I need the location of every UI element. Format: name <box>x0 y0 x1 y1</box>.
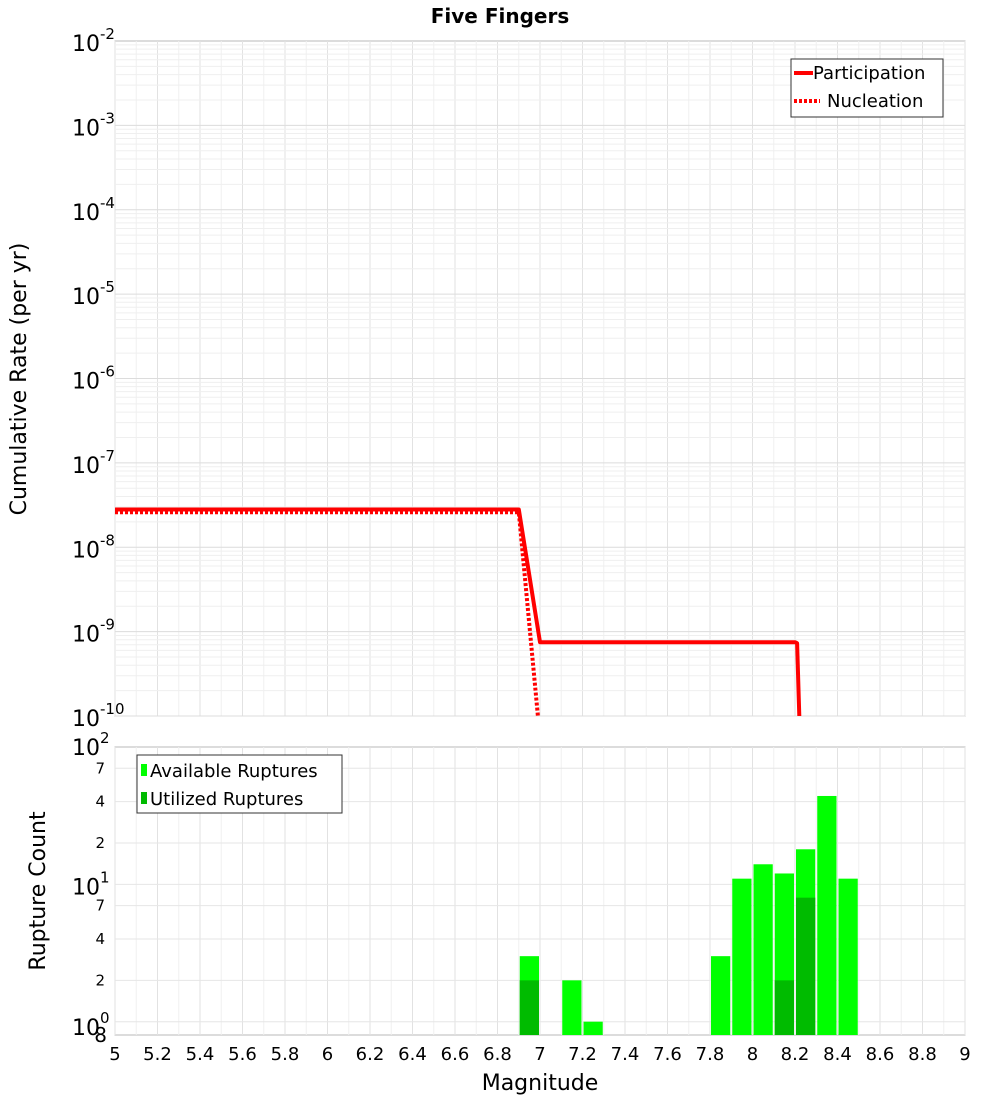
x-tick-label: 8.8 <box>908 1044 937 1065</box>
count-plot-bars <box>519 795 858 1035</box>
rate-y-axis: 10-2 10-3 10-4 10-5 10-6 10-7 10-8 10-9 10-10 <box>72 25 125 732</box>
series-line-participation <box>115 507 802 717</box>
y-minor-tick-label: 7 <box>95 759 105 777</box>
y-minor-tick-label: 2 <box>95 971 105 989</box>
x-tick-label: 5.4 <box>186 1044 215 1065</box>
x-tick-label: 5.2 <box>143 1044 172 1065</box>
y-minor-tick-label: 2 <box>95 834 105 852</box>
x-tick-label: 7.4 <box>611 1044 640 1065</box>
magnitude-x-axis: 5 5.2 5.4 5.6 5.8 6 6.2 6.4 6.6 6.8 7 7.2 7.4 7.6 7.8 8… <box>109 1044 970 1065</box>
x-tick-label: 6.4 <box>398 1044 427 1065</box>
y-minor-tick-label: 4 <box>95 930 105 948</box>
x-tick-label: 7.6 <box>653 1044 682 1065</box>
available-ruptures-bar <box>562 980 582 1035</box>
x-tick-label: 8.4 <box>823 1044 852 1065</box>
y-tick-label: 10-7 <box>72 447 115 479</box>
series-line-nucleation <box>115 510 540 717</box>
y-tick-label: 10-10 <box>72 700 125 732</box>
legend-utilized-label: Utilized Ruptures <box>150 789 303 810</box>
y-tick-label: 10-5 <box>72 278 115 310</box>
x-tick-label: 7 <box>534 1044 545 1065</box>
legend-participation-label: Participation <box>813 63 925 84</box>
rate-y-axis-label: Cumulative Rate (per yr) <box>7 243 32 516</box>
y-tick-label: 102 <box>72 729 110 761</box>
legend-utilized-swatch <box>141 792 147 804</box>
x-tick-label: 6.8 <box>483 1044 512 1065</box>
x-tick-label: 5.6 <box>228 1044 257 1065</box>
count-legend: Available Ruptures Utilized Ruptures <box>136 754 343 814</box>
x-tick-label: 7.8 <box>696 1044 725 1065</box>
available-ruptures-bar <box>732 878 752 1035</box>
legend-available-swatch <box>141 764 147 776</box>
x-tick-label: 9 <box>959 1044 970 1065</box>
utilized-ruptures-bar <box>519 980 539 1035</box>
available-ruptures-bar <box>711 956 731 1035</box>
x-tick-label: 6 <box>322 1044 333 1065</box>
x-tick-label: 5.8 <box>271 1044 300 1065</box>
chart-title: Five Fingers <box>431 4 570 28</box>
y-minor-tick-label: 7 <box>95 897 105 915</box>
y-minor-tick-label: 8 <box>94 1023 107 1047</box>
y-tick-label: 10-9 <box>72 616 115 648</box>
y-tick-label: 10-8 <box>72 531 115 563</box>
count-y-axis-label: Rupture Count <box>26 811 51 971</box>
x-tick-label: 7.2 <box>568 1044 597 1065</box>
available-ruptures-bar <box>583 1021 603 1035</box>
rate-plot-grid <box>114 41 966 717</box>
y-tick-label: 100 <box>72 1009 110 1041</box>
utilized-ruptures-bar <box>796 897 816 1035</box>
available-ruptures-bar <box>817 795 837 1035</box>
y-tick-label: 10-3 <box>72 109 115 141</box>
x-axis-label: Magnitude <box>482 1071 599 1096</box>
count-y-axis: 102 101 100 7 4 2 7 4 2 8 <box>72 729 110 1047</box>
available-ruptures-bar <box>838 878 858 1035</box>
utilized-ruptures-bar <box>774 980 794 1035</box>
x-tick-label: 6.2 <box>356 1044 385 1065</box>
x-tick-label: 8.2 <box>781 1044 810 1065</box>
y-minor-tick-label: 4 <box>95 793 105 811</box>
y-tick-label: 10-6 <box>72 363 115 395</box>
x-tick-label: 6.6 <box>441 1044 470 1065</box>
rate-legend: Participation Nucleation <box>790 58 944 118</box>
y-tick-label: 101 <box>72 868 110 900</box>
y-tick-label: 10-2 <box>72 25 115 57</box>
legend-nucleation-label: Nucleation <box>827 91 923 112</box>
y-tick-label: 10-4 <box>72 194 115 226</box>
x-tick-label: 8 <box>747 1044 758 1065</box>
x-tick-label: 8.6 <box>866 1044 895 1065</box>
rate-plot-series <box>115 507 802 717</box>
legend-available-label: Available Ruptures <box>150 761 318 782</box>
available-ruptures-bar <box>753 864 773 1035</box>
x-tick-label: 5 <box>109 1044 120 1065</box>
